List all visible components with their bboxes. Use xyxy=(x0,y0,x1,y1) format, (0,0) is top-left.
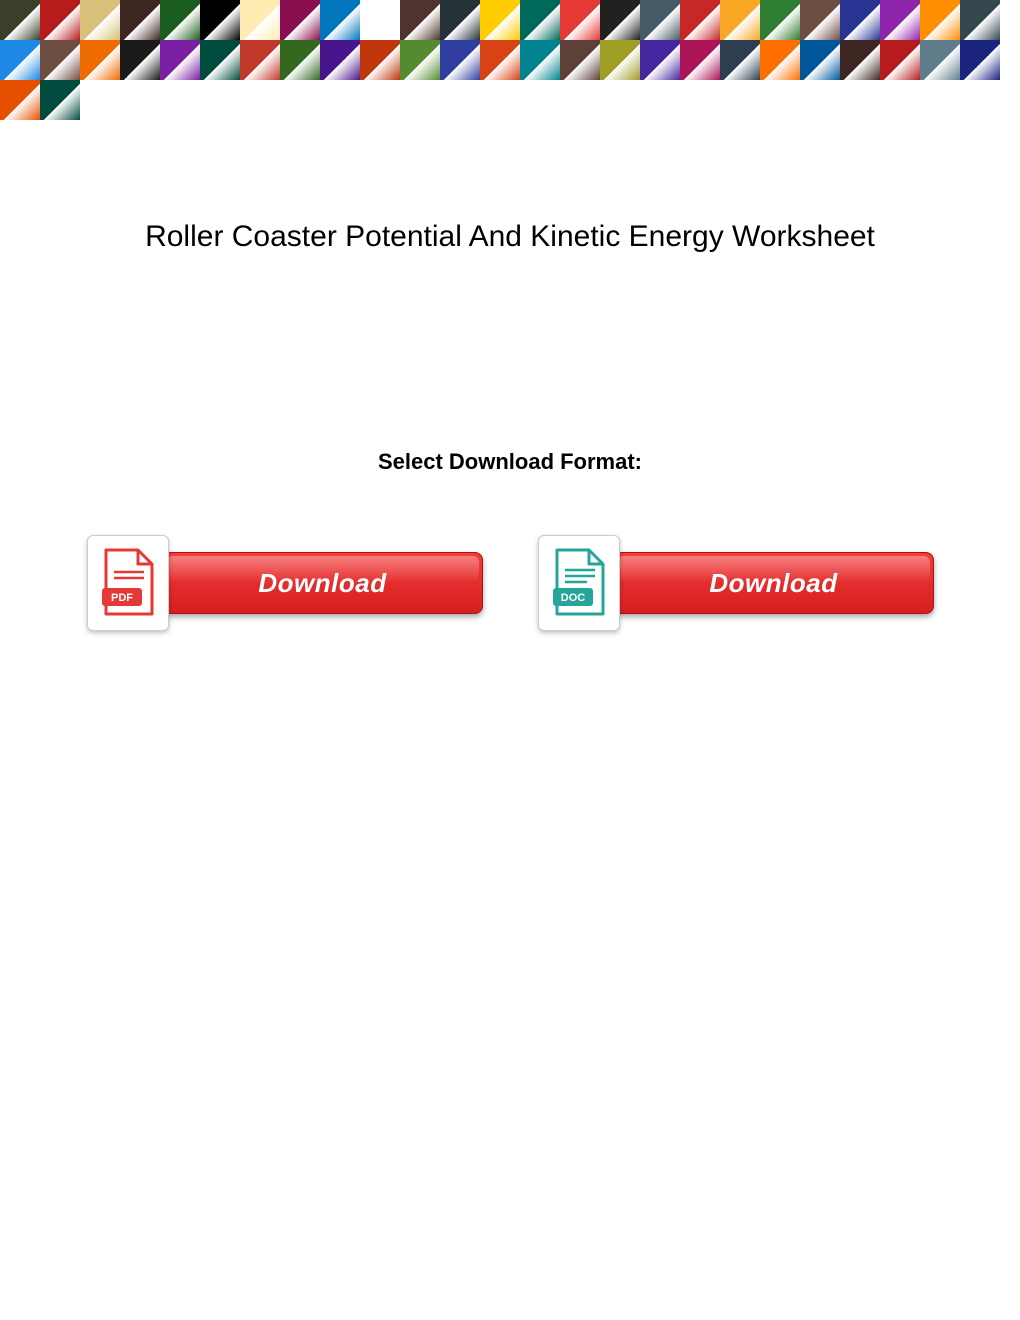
banner-tile xyxy=(680,40,720,80)
banner-tile xyxy=(360,0,400,40)
doc-icon: DOC xyxy=(551,548,607,618)
banner-tile xyxy=(640,0,680,40)
banner-tile xyxy=(200,0,240,40)
page-title: Roller Coaster Potential And Kinetic Ene… xyxy=(0,220,1020,254)
banner-tile xyxy=(560,0,600,40)
banner-tile xyxy=(240,40,280,80)
pdf-file-icon: PDF xyxy=(87,535,169,631)
banner-tile xyxy=(560,40,600,80)
banner-tile xyxy=(40,40,80,80)
banner-tile xyxy=(920,40,960,80)
banner-tile xyxy=(800,0,840,40)
download-row: PDF Download DOC Download xyxy=(0,535,1020,631)
banner-tile xyxy=(0,40,40,80)
banner-tile xyxy=(920,0,960,40)
header-banner xyxy=(0,0,1020,80)
banner-tile xyxy=(120,40,160,80)
banner-tile xyxy=(280,0,320,40)
banner-tile xyxy=(760,0,800,40)
banner-tile xyxy=(80,40,120,80)
banner-tile xyxy=(720,40,760,80)
banner-tile xyxy=(600,40,640,80)
banner-tile xyxy=(680,0,720,40)
banner-tile xyxy=(600,0,640,40)
download-format-label: Select Download Format: xyxy=(0,449,1020,475)
banner-tile xyxy=(440,40,480,80)
banner-tile xyxy=(880,0,920,40)
banner-tile xyxy=(280,40,320,80)
doc-download-unit: DOC Download xyxy=(538,535,934,631)
banner-tile xyxy=(520,40,560,80)
doc-badge-label: DOC xyxy=(560,592,585,604)
banner-tile xyxy=(0,80,40,120)
pdf-download-label: Download xyxy=(258,568,386,599)
banner-tile xyxy=(480,0,520,40)
banner-tile xyxy=(960,40,1000,80)
banner-tile xyxy=(0,0,40,40)
banner-tile xyxy=(880,40,920,80)
banner-tile xyxy=(40,80,80,120)
banner-tile xyxy=(400,40,440,80)
pdf-icon: PDF xyxy=(100,548,156,618)
banner-tile xyxy=(520,0,560,40)
banner-tile xyxy=(800,40,840,80)
banner-tile xyxy=(320,40,360,80)
doc-file-icon: DOC xyxy=(538,535,620,631)
banner-tile xyxy=(40,0,80,40)
banner-tile xyxy=(200,40,240,80)
banner-tile xyxy=(160,40,200,80)
banner-tile xyxy=(240,0,280,40)
banner-tile xyxy=(80,0,120,40)
banner-tile xyxy=(440,0,480,40)
pdf-badge-label: PDF xyxy=(111,592,133,604)
banner-tile xyxy=(320,0,360,40)
banner-tile xyxy=(400,0,440,40)
banner-tile xyxy=(640,40,680,80)
banner-tile xyxy=(120,0,160,40)
pdf-download-button[interactable]: Download xyxy=(163,552,483,614)
banner-tile xyxy=(840,40,880,80)
doc-download-label: Download xyxy=(709,568,837,599)
banner-tile xyxy=(840,0,880,40)
pdf-download-unit: PDF Download xyxy=(87,535,483,631)
doc-download-button[interactable]: Download xyxy=(614,552,934,614)
banner-tile xyxy=(960,0,1000,40)
banner-tile xyxy=(160,0,200,40)
banner-tile xyxy=(360,40,400,80)
banner-tile xyxy=(720,0,760,40)
banner-tile xyxy=(480,40,520,80)
banner-tile xyxy=(760,40,800,80)
